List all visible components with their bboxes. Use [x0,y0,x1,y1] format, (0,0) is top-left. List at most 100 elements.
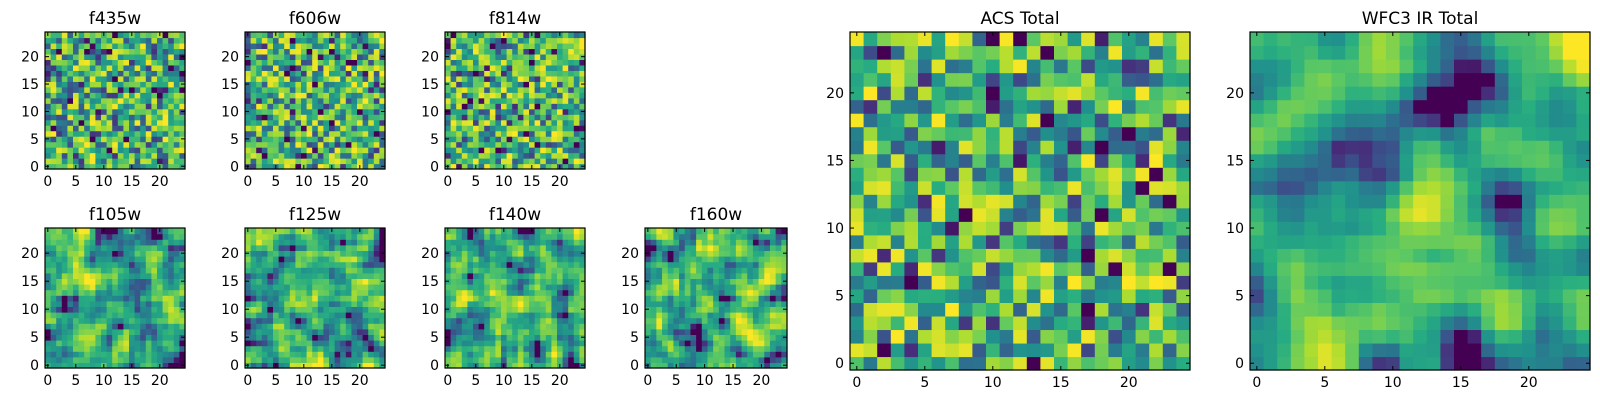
heatmap-cell [78,328,85,335]
heatmap-cell [179,119,186,126]
heatmap-cell [450,295,457,302]
heatmap-cell [56,244,63,251]
heatmap-cell [650,306,657,313]
heatmap-cell [379,119,386,126]
heatmap-cell [250,81,257,88]
heatmap-cell [295,312,302,319]
heatmap-cell [89,37,96,44]
heatmap-cell [329,130,336,137]
heatmap-cell [506,158,513,165]
heatmap-cell [112,345,119,352]
heatmap-cell [134,152,141,159]
heatmap-cell [134,59,141,66]
heatmap-cell [1081,356,1096,371]
x-tick-label: 5 [672,373,681,389]
heatmap-cell [289,59,296,66]
heatmap-cell [56,289,63,296]
heatmap-cell [478,136,485,143]
heatmap-cell [362,130,369,137]
heatmap-cell [461,108,468,115]
y-tick-label: 20 [21,246,39,262]
heatmap-cell [45,130,52,137]
heatmap-cell [351,317,358,324]
heatmap-cell [667,233,674,240]
heatmap-cell [151,92,158,99]
heatmap-cell [568,86,575,93]
heatmap-cell [368,53,375,60]
heatmap-cell [673,244,680,251]
heatmap-cell [78,119,85,126]
heatmap-cell [362,48,369,55]
heatmap-cell [450,300,457,307]
heatmap-cell [573,130,580,137]
x-tick-label: 20 [551,373,569,389]
x-tick-label: 5 [471,174,480,190]
heatmap-cell [495,97,502,104]
heatmap-cell [1026,329,1041,344]
heatmap-cell [662,340,669,347]
heatmap-cell [250,92,257,99]
heatmap-cell [540,108,547,115]
heatmap-cell [357,141,364,148]
heatmap-cell [512,114,519,121]
heatmap-cell [129,340,136,347]
heatmap-cell [517,103,524,110]
heatmap-cell [701,239,709,246]
heatmap-cell [179,317,186,324]
heatmap-cell [245,284,252,291]
heatmap-cell [512,228,519,235]
heatmap-cell [467,244,474,251]
heatmap-cell [301,233,308,240]
heatmap-cell [557,81,564,88]
heatmap-cell [329,141,336,148]
heatmap-cell [168,97,175,104]
heatmap-cell [340,152,347,159]
heatmap-cell [157,239,164,246]
heatmap-cell [168,272,175,279]
heatmap-cell [117,317,124,324]
heatmap-cell [1149,221,1164,236]
heatmap-cell [456,152,463,159]
heatmap-cell [278,114,285,121]
heatmap-cell [534,244,541,251]
heatmap-cell [735,356,743,363]
heatmap-cell [273,334,280,341]
heatmap-cell [101,114,108,121]
heatmap-cell [273,42,280,50]
heatmap-cell [534,70,541,77]
heatmap-cell [735,328,743,335]
heatmap-cell [450,351,457,358]
heatmap-cell [568,130,575,137]
heatmap-cell [306,152,313,159]
heatmap-cell [56,239,63,246]
heatmap-cell [295,48,302,55]
heatmap-cell [250,345,257,352]
heatmap-cell [89,256,96,263]
heatmap-cell [1135,261,1150,276]
axes-frame [244,31,386,170]
y-tick-label: 20 [221,246,239,262]
heatmap-cell [145,103,152,110]
heatmap-cell [368,351,375,358]
heatmap-cell [129,233,136,240]
heatmap-cell [45,323,52,330]
heatmap-cell [157,345,164,352]
heatmap-cell [362,53,369,60]
heatmap-cell [373,103,380,110]
x-tick-label: 10 [95,373,113,389]
heatmap-cell [89,351,96,358]
heatmap-cell [557,256,564,263]
heatmap-cell [506,228,513,235]
heatmap-cell [551,323,558,330]
heatmap-cell [256,233,263,240]
heatmap-cell [84,119,91,126]
heatmap-cell [501,64,508,71]
heatmap-cell [362,312,369,319]
heatmap-cell [101,81,108,88]
heatmap-cell [267,59,274,66]
heatmap-cell [534,119,541,126]
heatmap-cell [134,81,141,88]
heatmap-cell [106,323,113,330]
heatmap-cell [73,147,80,154]
x-tick-label: 20 [151,174,169,190]
